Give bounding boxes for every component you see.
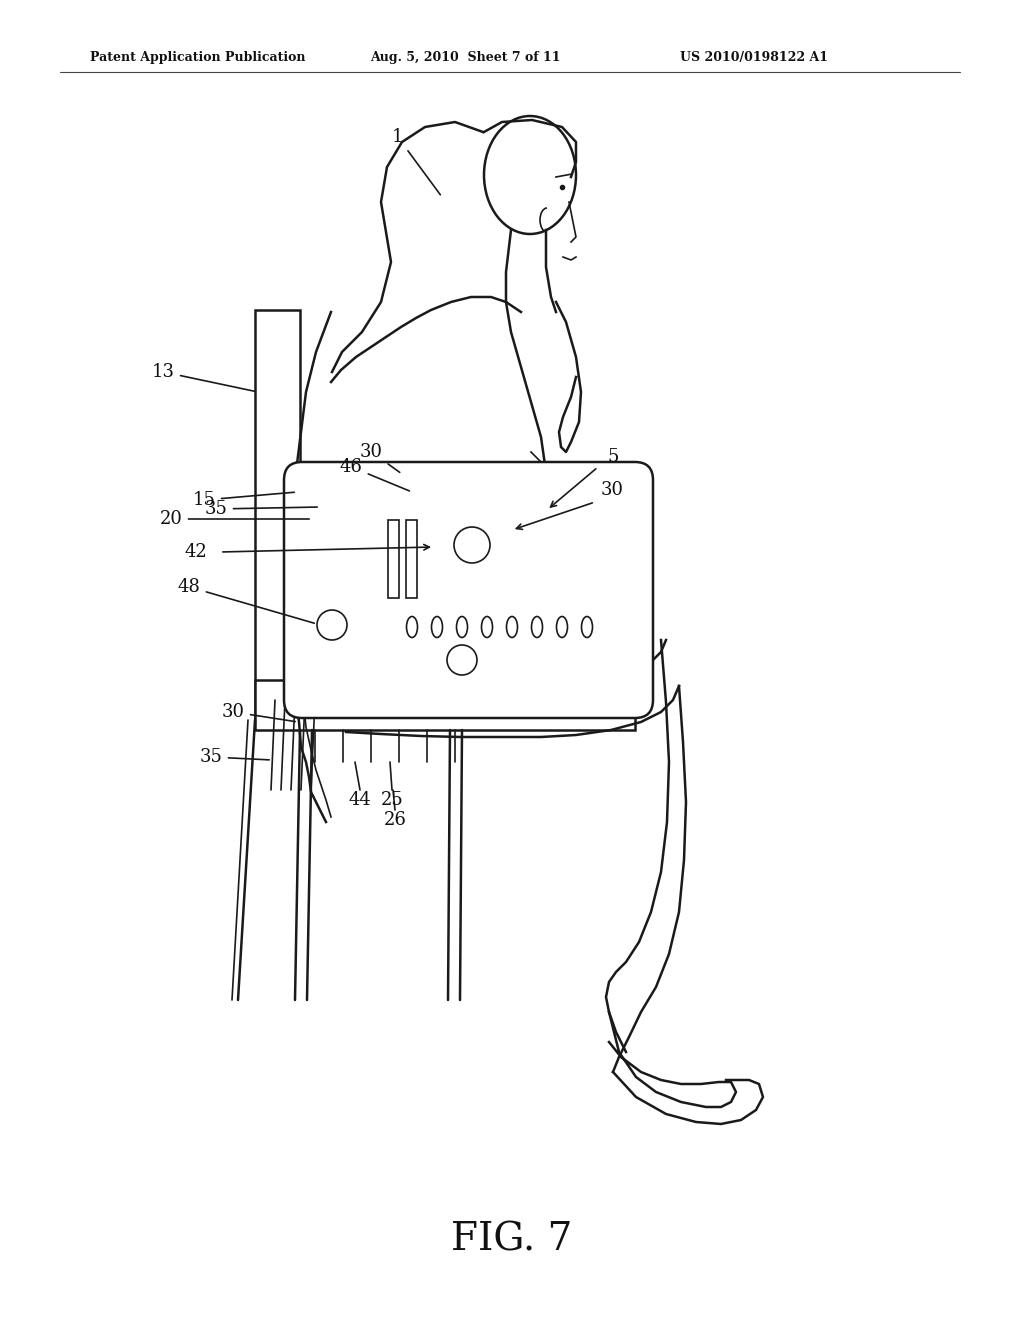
Text: 44: 44 (348, 791, 372, 809)
Bar (255, 310, 300, 719)
Text: 1: 1 (392, 128, 440, 195)
Text: 20: 20 (160, 510, 309, 528)
Text: 15: 15 (193, 491, 294, 510)
Ellipse shape (457, 616, 468, 638)
Circle shape (454, 527, 490, 564)
Text: 5: 5 (607, 447, 618, 466)
Text: 26: 26 (384, 810, 407, 829)
Ellipse shape (431, 616, 442, 638)
Ellipse shape (407, 616, 418, 638)
FancyBboxPatch shape (284, 462, 653, 718)
Text: 25: 25 (381, 791, 403, 809)
Ellipse shape (531, 616, 543, 638)
Text: 30: 30 (600, 480, 624, 499)
Text: US 2010/0198122 A1: US 2010/0198122 A1 (680, 51, 828, 65)
Text: 42: 42 (184, 543, 208, 561)
Circle shape (317, 610, 347, 640)
Text: FIG. 7: FIG. 7 (452, 1221, 572, 1258)
Circle shape (447, 645, 477, 675)
Ellipse shape (507, 616, 517, 638)
Bar (406, 520, 417, 598)
Ellipse shape (484, 116, 575, 234)
Text: 48: 48 (178, 578, 314, 623)
Text: Patent Application Publication: Patent Application Publication (90, 51, 305, 65)
Text: 13: 13 (152, 363, 255, 392)
Ellipse shape (556, 616, 567, 638)
Text: 35: 35 (205, 500, 317, 517)
Ellipse shape (582, 616, 593, 638)
Bar (255, 680, 635, 730)
Ellipse shape (481, 616, 493, 638)
Text: 46: 46 (340, 458, 410, 491)
Bar (388, 520, 399, 598)
Text: 30: 30 (222, 704, 295, 722)
Text: Aug. 5, 2010  Sheet 7 of 11: Aug. 5, 2010 Sheet 7 of 11 (370, 51, 560, 65)
Text: 35: 35 (200, 748, 269, 766)
Text: 30: 30 (360, 444, 399, 473)
